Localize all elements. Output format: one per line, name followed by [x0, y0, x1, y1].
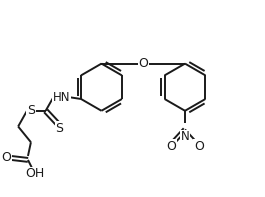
Text: O: O	[194, 140, 204, 153]
Text: O: O	[1, 151, 11, 164]
Text: S: S	[27, 104, 35, 117]
Text: O: O	[166, 140, 176, 153]
Text: S: S	[55, 122, 63, 135]
Text: O: O	[138, 57, 148, 70]
Text: OH: OH	[25, 167, 45, 180]
Text: HN: HN	[53, 91, 70, 104]
Text: N: N	[181, 130, 189, 143]
